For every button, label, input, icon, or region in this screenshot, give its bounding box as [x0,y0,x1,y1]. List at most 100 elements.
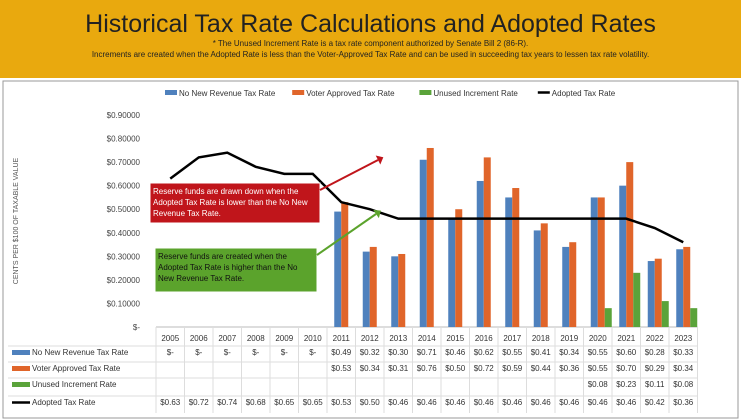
table-cell: $0.65 [303,398,324,407]
x-tick-label: 2010 [304,334,322,343]
adopted-tax-rate-line [169,151,684,244]
table-cell: $0.60 [616,348,637,357]
table-cell: $0.08 [673,380,694,389]
table-cell: $0.29 [645,364,666,373]
table-cell: $0.36 [673,398,694,407]
bar-no-new-revenue-tax-rate [619,185,627,327]
x-tick-label: 2013 [389,334,407,343]
x-tick-label: 2020 [589,334,607,343]
table-legend-key [12,382,30,387]
x-tick-label: 2012 [361,334,379,343]
table-cell: $0.63 [160,398,181,407]
table-row-label: No New Revenue Tax Rate [32,348,129,357]
table-cell: $- [309,348,316,357]
annotation-text: Reserve funds are drawn down when the Ad… [153,187,308,218]
bar-voter-approved-tax-rate [683,246,691,327]
table-legend-key [12,366,30,371]
note-1: * The Unused Increment Rate is a tax rat… [212,39,529,48]
table-legend-key [12,350,30,355]
bar-unused-increment-rate [633,272,641,327]
table-cell: $0.32 [360,348,381,357]
x-tick-label: 2011 [333,334,351,343]
bar-voter-approved-tax-rate [369,246,377,327]
table-row-label: Voter Approved Tax Rate [32,364,121,373]
y-tick-label: $0.20000 [107,276,141,285]
bar-no-new-revenue-tax-rate [590,197,598,327]
table-cell: $0.46 [559,398,580,407]
legend-item: No New Revenue Tax Rate [179,89,276,98]
table-cell: $0.23 [616,380,637,389]
y-tick-label: $0.70000 [107,158,141,167]
table-cell: $0.34 [559,348,580,357]
bar-voter-approved-tax-rate [455,209,463,327]
y-axis-label: CENTS PER $100 OF TAXABLE VALUE [13,157,20,284]
table-cell: $0.76 [417,364,438,373]
table-cell: $0.34 [360,364,381,373]
legend-item: Unused Increment Rate [433,89,518,98]
table-cell: $0.71 [417,348,438,357]
header-banner: Historical Tax Rate Calculations and Ado… [0,0,741,78]
bar-voter-approved-tax-rate [569,242,577,327]
bar-voter-approved-tax-rate [398,253,406,327]
y-tick-label: $0.50000 [107,205,141,214]
y-tick-label: $0.80000 [107,135,141,144]
x-tick-label: 2014 [418,334,436,343]
y-tick-label: $0.10000 [107,299,141,308]
bar-unused-increment-rate [604,308,612,327]
arrowhead-icon [373,209,381,219]
legend-item: Voter Approved Tax Rate [306,89,395,98]
y-tick-label: $0.30000 [107,252,141,261]
table-cell: $0.36 [559,364,580,373]
bar-unused-increment-rate [690,308,698,327]
x-tick-label: 2018 [532,334,550,343]
annotation-box [154,247,318,293]
x-tick-label: 2022 [646,334,664,343]
chart-frame [2,80,739,419]
table-cell: $- [195,348,202,357]
chart-title: Historical Tax Rate Calculations and Ado… [85,10,656,38]
table-cell: $0.46 [474,398,495,407]
table-cell: $0.46 [588,398,609,407]
x-tick-label: 2007 [218,334,236,343]
table-cell: $0.72 [189,398,210,407]
table-cell: $- [167,348,174,357]
table-cell: $0.08 [588,380,609,389]
arrowhead-icon [375,155,384,165]
bar-voter-approved-tax-rate [654,258,662,327]
table-cell: $0.55 [502,348,523,357]
table-cell: $- [281,348,288,357]
bar-voter-approved-tax-rate [626,162,634,327]
bar-no-new-revenue-tax-rate [362,251,370,327]
x-tick-label: 2016 [475,334,493,343]
table-cell: $0.46 [502,398,523,407]
bar-no-new-revenue-tax-rate [562,246,570,327]
table-cell: $0.50 [360,398,381,407]
bar-voter-approved-tax-rate [426,147,434,327]
y-tick-label: $- [133,323,140,332]
table-row-label: Unused Increment Rate [32,380,117,389]
table-cell: $0.46 [417,398,438,407]
table-cell: $0.46 [445,398,466,407]
legend-item: Adopted Tax Rate [552,89,616,98]
annotation-arrow [316,213,377,256]
annotation-text: Reserve funds are created when the Adopt… [158,252,298,283]
bar-no-new-revenue-tax-rate [448,218,456,327]
bar-no-new-revenue-tax-rate [391,256,399,327]
table-cell: $0.42 [645,398,666,407]
x-tick-label: 2006 [190,334,208,343]
table-cell: $0.33 [673,348,694,357]
bar-no-new-revenue-tax-rate [476,180,484,327]
table-cell: $0.11 [645,380,665,389]
table-cell: $0.50 [445,364,466,373]
x-tick-label: 2017 [503,334,521,343]
annotation-box [149,182,321,224]
bar-no-new-revenue-tax-rate [533,230,541,327]
legend-swatch [419,90,432,95]
table-row-label: Adopted Tax Rate [32,398,96,407]
bar-no-new-revenue-tax-rate [419,159,427,327]
table-cell: $- [224,348,231,357]
table-cell: $0.30 [388,348,409,357]
table-cell: $0.53 [331,364,352,373]
x-tick-label: 2008 [247,334,265,343]
